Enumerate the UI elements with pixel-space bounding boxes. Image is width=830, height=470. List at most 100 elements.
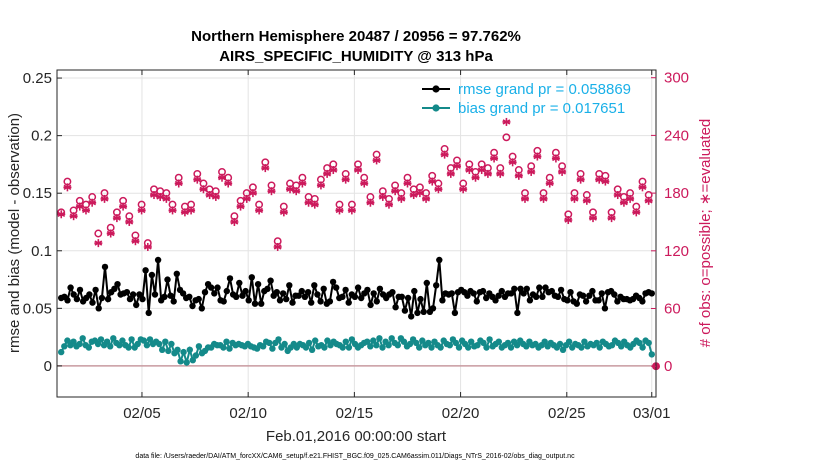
evaluated-point-110 (397, 194, 406, 203)
x-axis: 02/05 02/10 02/15 02/20 02/25 03/01 (123, 70, 671, 422)
series-1-point-68 (266, 339, 273, 347)
y-axis-right: 0 60 120 180 240 300 (651, 70, 689, 375)
evaluated-point-182 (619, 198, 628, 207)
evaluated-point-168 (576, 175, 585, 184)
series-1-point-146 (504, 339, 512, 347)
series-0-point-155 (542, 284, 549, 291)
series-0-point-144 (508, 290, 515, 297)
series-1-point-92 (339, 344, 346, 351)
series-0-point-30 (151, 291, 159, 298)
series-0-point-154 (539, 293, 546, 300)
series-0-point-33 (161, 293, 168, 300)
series-0-point-71 (279, 290, 287, 297)
y-tick-label-5: 0.25 (23, 70, 52, 87)
series-0-point-145 (511, 285, 518, 292)
series-0-point-170 (589, 287, 596, 295)
series-0-point-174 (601, 305, 609, 312)
evaluated-point-74 (286, 185, 295, 194)
evaluated-point-4 (69, 212, 78, 221)
series-0-point-69 (273, 289, 280, 296)
chart-subtitle: AIRS_SPECIFIC_HUMIDITY @ 313 hPa (219, 48, 493, 65)
series-1-point-112 (400, 338, 408, 345)
series-0-point-157 (548, 287, 555, 295)
series-0-point-162 (564, 297, 571, 304)
series-0-point-172 (595, 297, 602, 304)
series-0-point-36 (170, 298, 177, 305)
evaluated-point-170 (582, 196, 591, 205)
series-0-point-27 (142, 267, 149, 274)
y-axis-label: rmse and bias (model - observation) (6, 113, 23, 353)
series-0-point-42 (189, 302, 196, 310)
plot-frame (56, 69, 657, 398)
series-0-point-91 (342, 286, 349, 294)
series-1-point-193 (648, 351, 655, 358)
series-0-point-107 (392, 304, 399, 311)
evaluated-point-60 (242, 194, 251, 203)
possible-point-144 (502, 133, 511, 142)
evaluated-point-20 (119, 202, 128, 211)
evaluated-point-18 (112, 214, 121, 223)
series-0-point-52 (220, 298, 227, 305)
series-1-point-22 (125, 344, 132, 351)
evaluated-point-178 (607, 214, 616, 223)
series-1-point-16 (107, 343, 114, 350)
evaluated-point-104 (378, 192, 387, 201)
y-axis-left: 0 0.05 0.1 0.15 0.2 0.25 (23, 70, 62, 375)
series-1-point-29 (146, 336, 154, 343)
series-0-point-62 (251, 300, 259, 307)
series-0-point-83 (317, 298, 324, 305)
x-tick-label-0: 02/05 (123, 405, 161, 422)
evaluated-point-164 (564, 216, 573, 225)
series-0-point-45 (198, 305, 205, 312)
legend: rmse grand pr = 0.058869 bias grand pr =… (422, 81, 631, 117)
series-1-point-71 (275, 336, 282, 343)
series-1-point-81 (305, 339, 313, 347)
series-1-point-23 (128, 336, 135, 343)
series-1-point-120 (425, 339, 432, 347)
series-0-point-6 (76, 286, 84, 294)
series-0-point-23 (129, 291, 137, 298)
series-1-point-28 (143, 342, 151, 349)
y-right-tick-label-1: 60 (664, 301, 681, 318)
series-0-point-116 (420, 308, 427, 315)
series-1-point-32 (156, 340, 163, 348)
series-1-point-0 (58, 348, 65, 356)
series-0-point-76 (295, 292, 302, 299)
evaluated-point-54 (224, 179, 233, 188)
series-0-point-34 (164, 276, 171, 283)
series-0-point-74 (289, 299, 296, 306)
series-1-point-44 (192, 352, 200, 359)
evaluated-point-16 (106, 229, 115, 238)
series-1-point-36 (168, 340, 175, 348)
series-1-point-101 (367, 343, 374, 350)
series-1-point-129 (452, 339, 460, 347)
series-0-point-78 (301, 293, 309, 300)
series-0-point-37 (173, 270, 180, 277)
series-0-point-28 (145, 309, 152, 317)
series-0-point-24 (133, 301, 140, 309)
evaluated-point-156 (539, 194, 548, 203)
series-1-point-42 (186, 346, 193, 353)
series-0-point-101 (373, 298, 380, 305)
series-1-point-103 (373, 342, 380, 349)
series-1-point-13 (97, 336, 105, 343)
series-0-point-3 (67, 284, 74, 291)
series-1-point-12 (94, 340, 102, 348)
evaluated-point-108 (391, 187, 400, 196)
series-1-point-4 (70, 338, 77, 345)
evaluated-point-2 (63, 183, 72, 192)
series-1-point-80 (302, 344, 310, 351)
series-0-point-152 (533, 293, 540, 300)
series-1-point-102 (370, 337, 377, 344)
series-1-point-2 (64, 337, 71, 344)
series-0-point-110 (401, 307, 409, 314)
series-1-point-183 (618, 343, 625, 350)
series-0-point-60 (245, 297, 252, 304)
series-0-point-41 (186, 293, 193, 300)
series-1-point-114 (406, 340, 414, 348)
series-0-point-186 (639, 298, 646, 305)
series-1-point-133 (465, 344, 472, 351)
series-0-point-25 (136, 291, 143, 298)
series-0-point-35 (167, 292, 174, 299)
series-0-point-126 (451, 309, 459, 317)
